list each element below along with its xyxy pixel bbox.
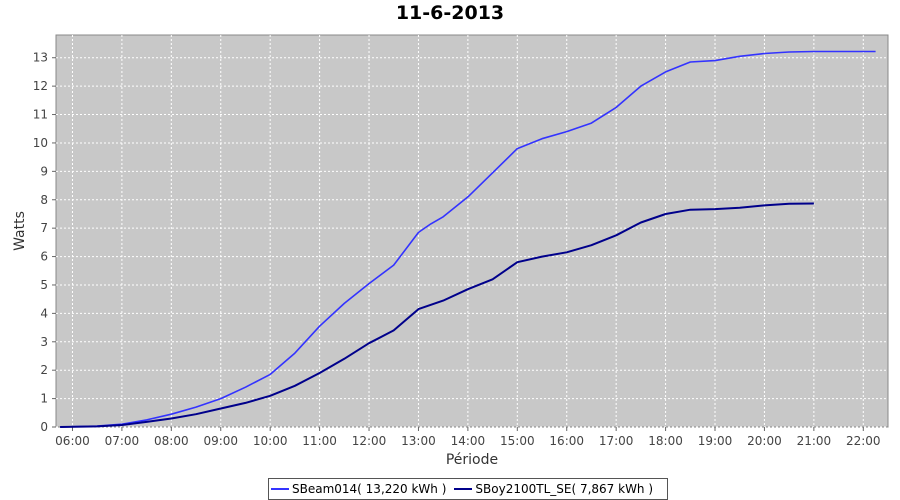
chart-title: 11-6-2013 (395, 2, 505, 24)
x-tick-label: 09:00 (203, 434, 238, 448)
x-tick-label: 06:00 (55, 434, 90, 448)
legend-item: SBeam014( 13,220 kWh ) (271, 482, 446, 496)
y-tick-label: 10 (33, 136, 48, 150)
legend-item: SBoy2100TL_SE( 7,867 kWh ) (454, 482, 653, 496)
grid-lines (56, 35, 888, 428)
series-line-1 (60, 202, 814, 428)
y-tick-label: 1 (40, 392, 48, 406)
plot-area (55, 34, 889, 428)
y-tick-label: 13 (33, 51, 48, 65)
x-tick-label: 18:00 (648, 434, 683, 448)
series-lines (60, 50, 876, 428)
y-tick-label: 0 (40, 420, 48, 434)
y-tick-label: 6 (40, 250, 48, 264)
x-tick-label: 21:00 (797, 434, 832, 448)
x-tick-label: 19:00 (698, 434, 733, 448)
y-tick-label: 7 (40, 221, 48, 235)
y-tick-label: 8 (40, 193, 48, 207)
y-tick-label: 12 (33, 79, 48, 93)
x-tick-label: 14:00 (451, 434, 486, 448)
x-tick-label: 07:00 (105, 434, 140, 448)
legend-label: SBoy2100TL_SE( 7,867 kWh ) (475, 482, 654, 496)
y-tick-label: 11 (33, 108, 48, 122)
y-tick-label: 4 (40, 306, 48, 320)
y-axis-label: Watts (12, 211, 28, 251)
x-tick-label: 10:00 (253, 434, 288, 448)
legend: SBeam014( 13,220 kWh ) SBoy2100TL_SE( 7,8… (268, 478, 669, 500)
legend-swatch (454, 488, 473, 490)
x-tick-label: 13:00 (401, 434, 436, 448)
y-tick-label: 9 (40, 164, 48, 178)
y-tick-label: 2 (40, 363, 48, 377)
legend-swatch (271, 488, 289, 490)
series-line-0 (60, 50, 876, 428)
y-tick-label: 5 (40, 278, 48, 292)
x-tick-label: 15:00 (500, 434, 535, 448)
x-tick-label: 17:00 (599, 434, 634, 448)
x-tick-label: 16:00 (549, 434, 584, 448)
x-axis-label: Période (446, 452, 498, 468)
y-tick-label: 3 (40, 335, 48, 349)
x-tick-label: 12:00 (352, 434, 387, 448)
x-tick-label: 08:00 (154, 434, 189, 448)
legend-label: SBeam014( 13,220 kWh ) (292, 482, 447, 496)
axes (52, 57, 864, 431)
x-tick-label: 11:00 (302, 434, 337, 448)
x-tick-label: 20:00 (747, 434, 782, 448)
x-tick-label: 22:00 (846, 434, 881, 448)
